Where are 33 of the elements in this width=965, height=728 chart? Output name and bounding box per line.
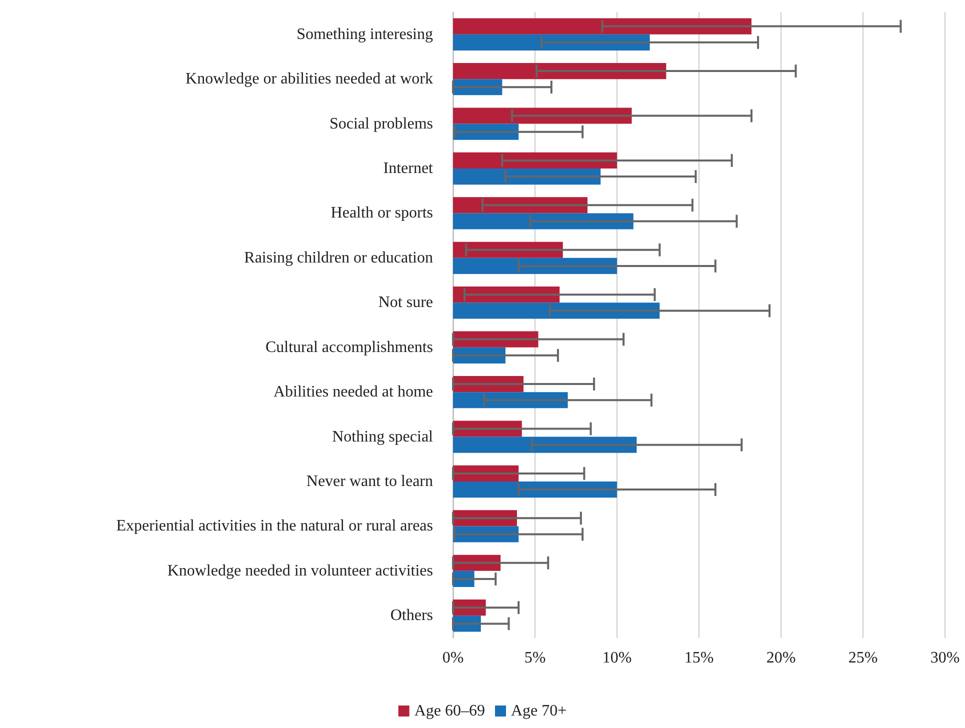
legend-label: Age 70+ [510,702,567,720]
y-tick-label: Never want to learn [306,473,433,490]
x-tick-label: 5% [524,650,546,666]
x-tick-label: 15% [684,650,714,666]
legend-label: Age 60–69 [414,702,485,720]
x-tick-label: 10% [602,650,632,666]
bar [453,482,617,498]
y-tick-label: Cultural accomplishments [265,338,433,356]
bar [453,18,752,34]
y-tick-label: Social problems [329,115,433,132]
x-tick-label: 25% [848,650,878,666]
bar [453,168,601,185]
y-tick-label: Internet [383,160,434,177]
bar [453,152,617,168]
bar [453,436,637,453]
bar [453,108,632,124]
x-tick-label: 30% [930,650,960,666]
y-tick-label: Health or sports [330,204,433,222]
y-tick-label: Knowledge or abilities needed at work [186,70,433,88]
x-tick-label: 20% [766,650,796,666]
bar [453,258,617,274]
bar [453,213,634,230]
bar [453,302,660,319]
x-tick-label: 0% [442,650,464,666]
y-tick-label: Something interesing [296,26,433,43]
y-tick-label: Knowledge needed in volunteer activities [167,562,433,580]
y-tick-label: Not sure [378,294,433,312]
y-tick-label: Experiential activities in the natural or rural areas [116,518,433,535]
y-tick-label: Others [390,607,433,624]
y-tick-label: Abilities needed at home [273,384,433,401]
y-tick-label: Raising children or education [244,249,433,266]
bar [453,34,650,50]
y-tick-label: Nothing special [332,428,434,446]
